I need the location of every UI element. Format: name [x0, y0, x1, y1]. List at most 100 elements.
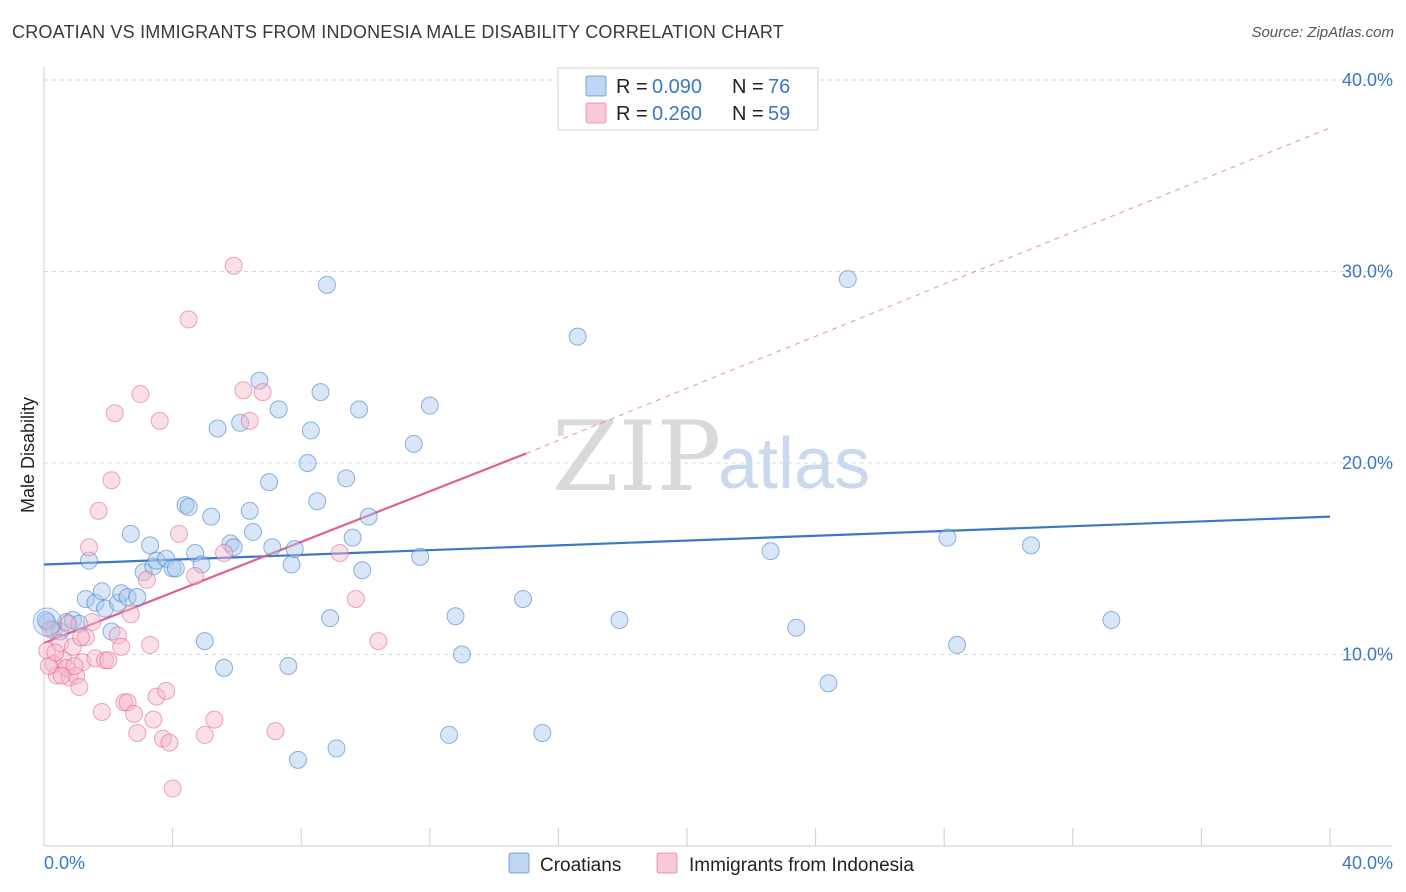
point-croatians-53 — [343, 528, 362, 547]
point-croatians-37 — [250, 371, 269, 390]
point-croatians-48 — [311, 383, 330, 402]
point-croatians-46 — [301, 421, 320, 440]
legend-r-label-2: R = — [616, 103, 648, 125]
point-indonesia-32 — [144, 710, 163, 729]
data-points — [32, 256, 1121, 798]
point-croatians-23 — [166, 559, 185, 578]
point-croatians-66 — [610, 611, 629, 630]
point-croatians-18 — [141, 536, 160, 555]
point-croatians-54 — [350, 400, 369, 419]
point-croatians-26 — [186, 544, 205, 563]
point-croatians-9 — [92, 582, 111, 601]
point-croatians-61 — [446, 607, 465, 626]
trend-line-croatians — [43, 515, 1331, 566]
chart-source: Source: ZipAtlas.com — [1251, 24, 1394, 41]
point-indonesia-36 — [157, 681, 176, 700]
point-croatians-21 — [157, 549, 176, 568]
point-indonesia-28 — [128, 724, 147, 743]
legend-n-label-2: N = — [732, 103, 764, 125]
point-croatians-41 — [279, 656, 298, 675]
point-croatians-42 — [282, 555, 301, 574]
point-croatians-73 — [1022, 536, 1041, 555]
point-indonesia-57 — [65, 656, 84, 675]
point-croatians-69 — [819, 674, 838, 693]
point-indonesia-25 — [118, 693, 137, 712]
point-croatians-63 — [514, 589, 533, 608]
legend-n-value-2: 59 — [768, 103, 790, 125]
trend-line-indonesia — [43, 452, 527, 645]
point-indonesia-20 — [102, 471, 121, 490]
point-indonesia-30 — [137, 570, 156, 589]
point-croatians-36 — [243, 522, 262, 541]
point-croatians-71 — [938, 528, 957, 547]
point-indonesia-46 — [234, 381, 253, 400]
trend-lines — [43, 127, 1331, 645]
point-croatians-72 — [948, 635, 967, 654]
point-croatians-51 — [327, 739, 346, 758]
point-indonesia-52 — [369, 632, 388, 651]
point-croatians-40 — [269, 400, 288, 419]
point-indonesia-26 — [121, 605, 140, 624]
y-axis-label: Male Disability — [18, 397, 38, 513]
watermark-zip-text: ZIP — [552, 401, 721, 513]
point-indonesia-10 — [70, 678, 89, 697]
point-croatians-24 — [176, 496, 195, 515]
point-croatians-29 — [202, 507, 221, 526]
point-croatians-49 — [317, 275, 336, 294]
point-indonesia-13 — [80, 538, 99, 557]
x-tick-label-min: 0.0% — [44, 853, 85, 873]
point-indonesia-38 — [163, 779, 182, 798]
y-tick-label-40: 40.0% — [1342, 70, 1393, 90]
gridlines — [44, 79, 1392, 655]
point-indonesia-39 — [170, 524, 189, 543]
point-indonesia-31 — [141, 635, 160, 654]
x-tick-label-max: 40.0% — [1342, 853, 1393, 873]
point-indonesia-45 — [224, 256, 243, 275]
point-indonesia-14 — [83, 612, 102, 631]
point-croatians-14 — [118, 588, 137, 607]
point-croatians-45 — [298, 454, 317, 472]
point-indonesia-48 — [253, 383, 272, 402]
point-indonesia-29 — [131, 385, 150, 404]
point-indonesia-21 — [105, 404, 124, 423]
point-croatians-67 — [761, 542, 780, 561]
point-croatians-38 — [260, 473, 279, 492]
point-croatians-44 — [288, 750, 307, 769]
point-croatians-55 — [353, 561, 372, 580]
point-indonesia-47 — [240, 411, 259, 430]
point-croatians-64 — [533, 724, 552, 743]
point-croatians-47 — [308, 492, 327, 511]
point-croatians-cluster — [32, 607, 62, 637]
y-tick-label-10: 10.0% — [1342, 645, 1393, 665]
point-croatians-12 — [108, 593, 127, 612]
point-croatians-74 — [1102, 611, 1121, 630]
point-croatians-58 — [411, 547, 430, 566]
point-indonesia-41 — [186, 566, 205, 585]
point-indonesia-1 — [41, 620, 60, 639]
point-indonesia-23 — [112, 637, 131, 656]
watermark: ZIP atlas — [552, 401, 870, 513]
bottom-legend-swatch-croatians — [508, 852, 530, 874]
point-indonesia-33 — [147, 687, 166, 706]
point-croatians-31 — [215, 658, 234, 677]
legend-swatch-indonesia — [585, 102, 607, 124]
trend-line-indonesia-extension — [526, 127, 1331, 454]
point-croatians-57 — [404, 434, 423, 453]
point-croatians-15 — [121, 524, 140, 543]
point-croatians-50 — [321, 609, 340, 628]
point-indonesia-51 — [346, 589, 365, 608]
point-croatians-25 — [179, 498, 198, 517]
point-indonesia-16 — [89, 501, 108, 520]
point-indonesia-37 — [160, 733, 179, 752]
point-croatians-70 — [838, 270, 857, 289]
point-croatians-43 — [285, 540, 304, 559]
point-croatians-27 — [192, 555, 211, 574]
point-indonesia-40 — [179, 310, 198, 329]
point-indonesia-22 — [108, 626, 127, 645]
point-indonesia-50 — [330, 544, 349, 563]
point-croatians-33 — [224, 538, 243, 557]
point-croatians-39 — [263, 538, 282, 557]
point-indonesia-58 — [71, 628, 90, 647]
point-croatians-7 — [80, 551, 99, 570]
